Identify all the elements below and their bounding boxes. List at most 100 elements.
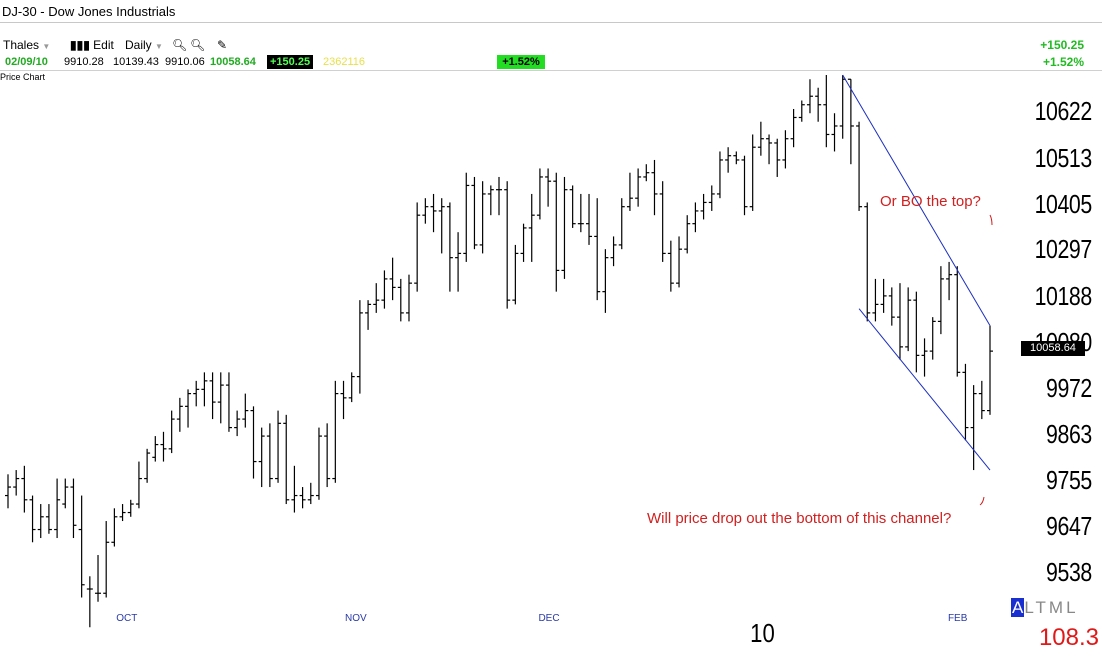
panel-label: Price Chart <box>0 72 46 82</box>
ohlc-bar <box>217 372 224 424</box>
y-tick-label: 10405 <box>1034 188 1093 219</box>
ohlc-bar <box>806 79 813 114</box>
ohlc-bar <box>708 185 715 211</box>
ohlc-bar <box>225 372 232 432</box>
ohlc-bar <box>774 138 781 177</box>
ohlc-bar <box>798 100 805 122</box>
x-month-label: NOV <box>345 613 367 624</box>
ohlc-bar <box>356 300 363 394</box>
ohlc-bar <box>86 576 93 628</box>
ohlc-bar <box>160 431 167 462</box>
ohlc-bar <box>299 487 306 509</box>
window-title: DJ-30 - Dow Jones Industrials <box>2 4 176 19</box>
ohlc-bar <box>315 427 322 500</box>
ohlc-bar <box>536 168 543 220</box>
ohlc-bar <box>340 380 347 420</box>
ohlc-bar <box>381 270 388 309</box>
ohlc-bar <box>45 504 52 534</box>
y-tick-label: 9538 <box>1046 556 1092 587</box>
ohlc-bar <box>856 121 863 211</box>
ohlc-bar <box>602 249 609 313</box>
pencil-icon[interactable]: ✎ <box>217 38 228 52</box>
ohlc-bar <box>618 198 625 250</box>
ohlc-bar <box>864 202 871 322</box>
quote-change: +150.25 <box>267 55 314 69</box>
header-pct: +1.52% <box>1042 55 1084 69</box>
zoom-in-icon[interactable]: 🔍︎ <box>172 38 188 52</box>
ohlc-bar <box>348 372 355 403</box>
ohlc-bar <box>725 147 732 173</box>
user-menu[interactable]: Thales ▼ <box>3 38 50 52</box>
panel-divider <box>0 70 1102 71</box>
ohlc-bar <box>978 380 985 420</box>
quote-low: 9910.06 <box>165 56 205 68</box>
ohlc-bar <box>13 470 20 496</box>
ohlc-bar <box>651 159 658 216</box>
y-tick-label: 10513 <box>1034 142 1093 173</box>
period-select[interactable]: Daily ▼ <box>125 38 163 52</box>
ohlc-bar <box>594 198 601 301</box>
ohlc-bar <box>626 172 633 211</box>
ohlc-bar <box>937 266 944 335</box>
ohlc-bar <box>389 257 396 301</box>
ohlc-bar <box>405 274 412 322</box>
y-tick-label: 10188 <box>1034 280 1093 311</box>
ohlc-bar <box>193 380 200 407</box>
annotation-bottom: Will price drop out the bottom of this c… <box>647 510 952 527</box>
ohlc-bar <box>250 406 257 479</box>
ohlc-bar <box>21 465 28 513</box>
x-month-label: OCT <box>116 613 138 624</box>
ohlc-bar <box>880 278 887 313</box>
y-tick-label: 9647 <box>1046 510 1092 541</box>
indicator-value: 108.3 <box>1038 624 1099 651</box>
ohlc-bar <box>921 338 928 377</box>
zoom-out-icon[interactable]: 🔍︎ <box>190 38 206 52</box>
y-tick-label: 9972 <box>1046 372 1092 403</box>
ohlc-bar <box>176 397 183 432</box>
annotation-top: Or BO the top? <box>880 193 981 210</box>
ohlc-bar <box>610 236 617 267</box>
bar-chart-icon: ▮▮▮ <box>70 38 90 52</box>
x-month-label: DEC <box>538 613 560 624</box>
ohlc-bar <box>496 176 502 216</box>
ohlc-bar <box>201 372 208 407</box>
ohlc-bar <box>766 134 773 165</box>
ohlc-bar <box>823 75 830 148</box>
ohlc-bar <box>78 495 85 598</box>
ohlc-bar <box>782 130 789 169</box>
ohlc-bar <box>635 168 642 207</box>
ohlc-bar <box>446 202 453 292</box>
title-bar: DJ-30 - Dow Jones Industrials <box>0 0 1102 23</box>
ohlc-bar <box>839 75 846 139</box>
ohlc-bar <box>676 236 683 288</box>
ohlc-bar <box>397 278 404 322</box>
ohlc-bar <box>373 283 380 313</box>
ohlc-bar <box>569 185 576 228</box>
channel-lower-line <box>858 308 991 471</box>
ohlc-bar <box>684 215 691 254</box>
ohlc-bar <box>70 478 77 539</box>
period-label: Daily <box>125 38 152 52</box>
ohlc-bar <box>520 223 527 262</box>
ohlc-bar <box>283 414 290 505</box>
ohlc-bar <box>749 134 756 211</box>
ohlc-bar <box>872 278 879 322</box>
indicator-name[interactable]: ALTML <box>1011 598 1079 618</box>
ohlc-bar <box>29 495 36 543</box>
quote-date: 02/09/10 <box>5 56 48 68</box>
ohlc-bar <box>479 181 486 254</box>
edit-button[interactable]: ▮▮▮ Edit <box>70 38 114 52</box>
ohlc-bar <box>946 261 953 301</box>
ohlc-bar <box>528 193 535 262</box>
ohlc-bar <box>111 508 118 547</box>
ohlc-bar <box>119 504 126 522</box>
ohlc-bar <box>970 385 977 471</box>
edit-label: Edit <box>93 38 114 52</box>
ohlc-bar <box>545 168 552 207</box>
ohlc-bar <box>831 113 838 152</box>
chevron-down-icon: ▼ <box>155 42 163 51</box>
ohlc-bar <box>586 193 593 245</box>
x-month-label: FEB <box>947 613 968 624</box>
ohlc-bar <box>258 427 265 488</box>
